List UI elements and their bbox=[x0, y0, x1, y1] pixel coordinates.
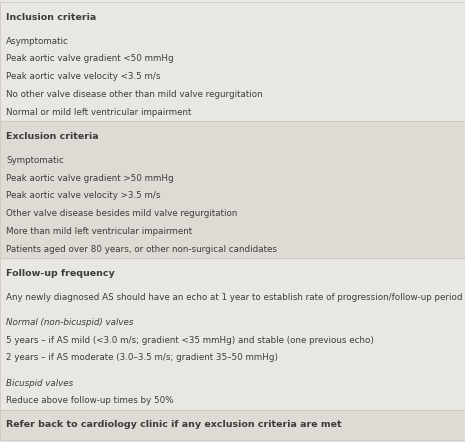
Text: Refer back to cardiology clinic if any exclusion criteria are met: Refer back to cardiology clinic if any e… bbox=[6, 420, 342, 429]
Text: Peak aortic valve velocity <3.5 m/s: Peak aortic valve velocity <3.5 m/s bbox=[6, 72, 160, 81]
Text: Other valve disease besides mild valve regurgitation: Other valve disease besides mild valve r… bbox=[6, 209, 237, 218]
Text: Peak aortic valve velocity >3.5 m/s: Peak aortic valve velocity >3.5 m/s bbox=[6, 191, 160, 200]
Text: Reduce above follow-up times by 50%: Reduce above follow-up times by 50% bbox=[6, 396, 173, 405]
Text: Follow-up frequency: Follow-up frequency bbox=[6, 269, 115, 278]
Bar bbox=[0, 2, 465, 121]
Text: Bicuspid valves: Bicuspid valves bbox=[6, 378, 73, 388]
Text: Normal (non-bicuspid) valves: Normal (non-bicuspid) valves bbox=[6, 318, 133, 327]
Text: Patients aged over 80 years, or other non-surgical candidates: Patients aged over 80 years, or other no… bbox=[6, 245, 277, 254]
Bar bbox=[0, 410, 465, 440]
Text: Any newly diagnosed AS should have an echo at 1 year to establish rate of progre: Any newly diagnosed AS should have an ec… bbox=[6, 293, 463, 302]
Text: No other valve disease other than mild valve regurgitation: No other valve disease other than mild v… bbox=[6, 90, 263, 99]
Text: Peak aortic valve gradient >50 mmHg: Peak aortic valve gradient >50 mmHg bbox=[6, 174, 173, 183]
Bar bbox=[0, 258, 465, 410]
Text: Exclusion criteria: Exclusion criteria bbox=[6, 132, 99, 141]
Text: 2 years – if AS moderate (3.0–3.5 m/s; gradient 35–50 mmHg): 2 years – if AS moderate (3.0–3.5 m/s; g… bbox=[6, 354, 278, 362]
Text: Asymptomatic: Asymptomatic bbox=[6, 37, 69, 46]
Text: Inclusion criteria: Inclusion criteria bbox=[6, 13, 96, 22]
Bar bbox=[0, 121, 465, 258]
Text: Peak aortic valve gradient <50 mmHg: Peak aortic valve gradient <50 mmHg bbox=[6, 54, 173, 64]
Text: 5 years – if AS mild (<3.0 m/s; gradient <35 mmHg) and stable (one previous echo: 5 years – if AS mild (<3.0 m/s; gradient… bbox=[6, 335, 374, 345]
Text: Normal or mild left ventricular impairment: Normal or mild left ventricular impairme… bbox=[6, 108, 192, 117]
Text: Symptomatic: Symptomatic bbox=[6, 156, 64, 165]
Text: More than mild left ventricular impairment: More than mild left ventricular impairme… bbox=[6, 227, 192, 236]
